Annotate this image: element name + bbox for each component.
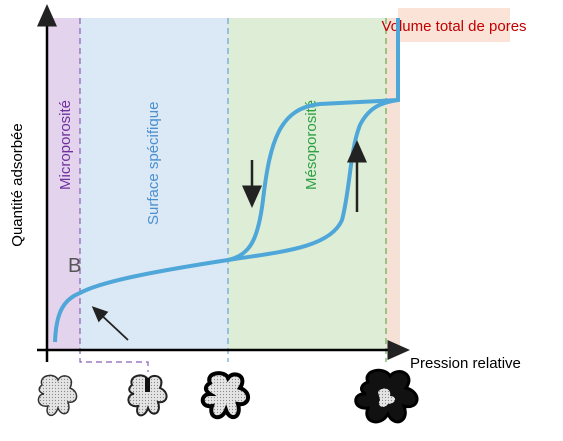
box xyxy=(398,8,510,42)
adsorption-curve xyxy=(53,18,400,343)
micro-divider xyxy=(79,18,149,372)
desorption-curve xyxy=(227,98,399,262)
region-label: Microporosité xyxy=(57,100,74,190)
point-label: B xyxy=(68,255,81,277)
surface-region xyxy=(80,18,228,350)
y-axis-label: Quantité adsorbée xyxy=(9,123,26,246)
box-label: Volume total de pores xyxy=(381,18,526,35)
arrow-b xyxy=(91,306,129,341)
region-label: Surface spécifique xyxy=(145,102,162,225)
region-label: Mésoporosité xyxy=(303,100,320,190)
meso-region xyxy=(228,18,386,350)
pore-icons xyxy=(37,368,419,424)
x-axis-label: Pression relative xyxy=(410,355,521,372)
